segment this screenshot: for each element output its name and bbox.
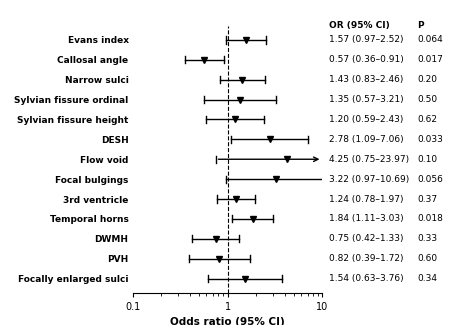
Text: P: P [417,21,424,30]
Text: 0.018: 0.018 [417,214,443,223]
Text: 0.37: 0.37 [417,195,437,203]
Text: 2.78 (1.09–7.06): 2.78 (1.09–7.06) [329,135,404,144]
Text: 1.35 (0.57–3.21): 1.35 (0.57–3.21) [329,95,404,104]
Text: 0.50: 0.50 [417,95,437,104]
Text: 0.62: 0.62 [417,115,437,124]
Text: 1.57 (0.97–2.52): 1.57 (0.97–2.52) [329,35,404,45]
Text: 0.75 (0.42–1.33): 0.75 (0.42–1.33) [329,234,404,243]
Text: 0.10: 0.10 [417,155,437,164]
Text: 0.34: 0.34 [417,274,437,283]
Text: 0.57 (0.36–0.91): 0.57 (0.36–0.91) [329,55,404,64]
Text: 1.84 (1.11–3.03): 1.84 (1.11–3.03) [329,214,404,223]
Text: 0.017: 0.017 [417,55,443,64]
Text: 0.82 (0.39–1.72): 0.82 (0.39–1.72) [329,254,404,263]
Text: 1.43 (0.83–2.46): 1.43 (0.83–2.46) [329,75,404,84]
Text: 1.54 (0.63–3.76): 1.54 (0.63–3.76) [329,274,404,283]
Text: 3.22 (0.97–10.69): 3.22 (0.97–10.69) [329,175,410,184]
Text: 0.20: 0.20 [417,75,437,84]
Text: 0.056: 0.056 [417,175,443,184]
Text: 0.064: 0.064 [417,35,443,45]
Text: OR (95% CI): OR (95% CI) [329,21,390,30]
X-axis label: Odds ratio (95% CI): Odds ratio (95% CI) [170,317,285,325]
Text: 0.033: 0.033 [417,135,443,144]
Text: 1.20 (0.59–2.43): 1.20 (0.59–2.43) [329,115,404,124]
Text: 4.25 (0.75–23.97): 4.25 (0.75–23.97) [329,155,410,164]
Text: 1.24 (0.78–1.97): 1.24 (0.78–1.97) [329,195,404,203]
Text: 0.60: 0.60 [417,254,437,263]
Text: 0.33: 0.33 [417,234,437,243]
